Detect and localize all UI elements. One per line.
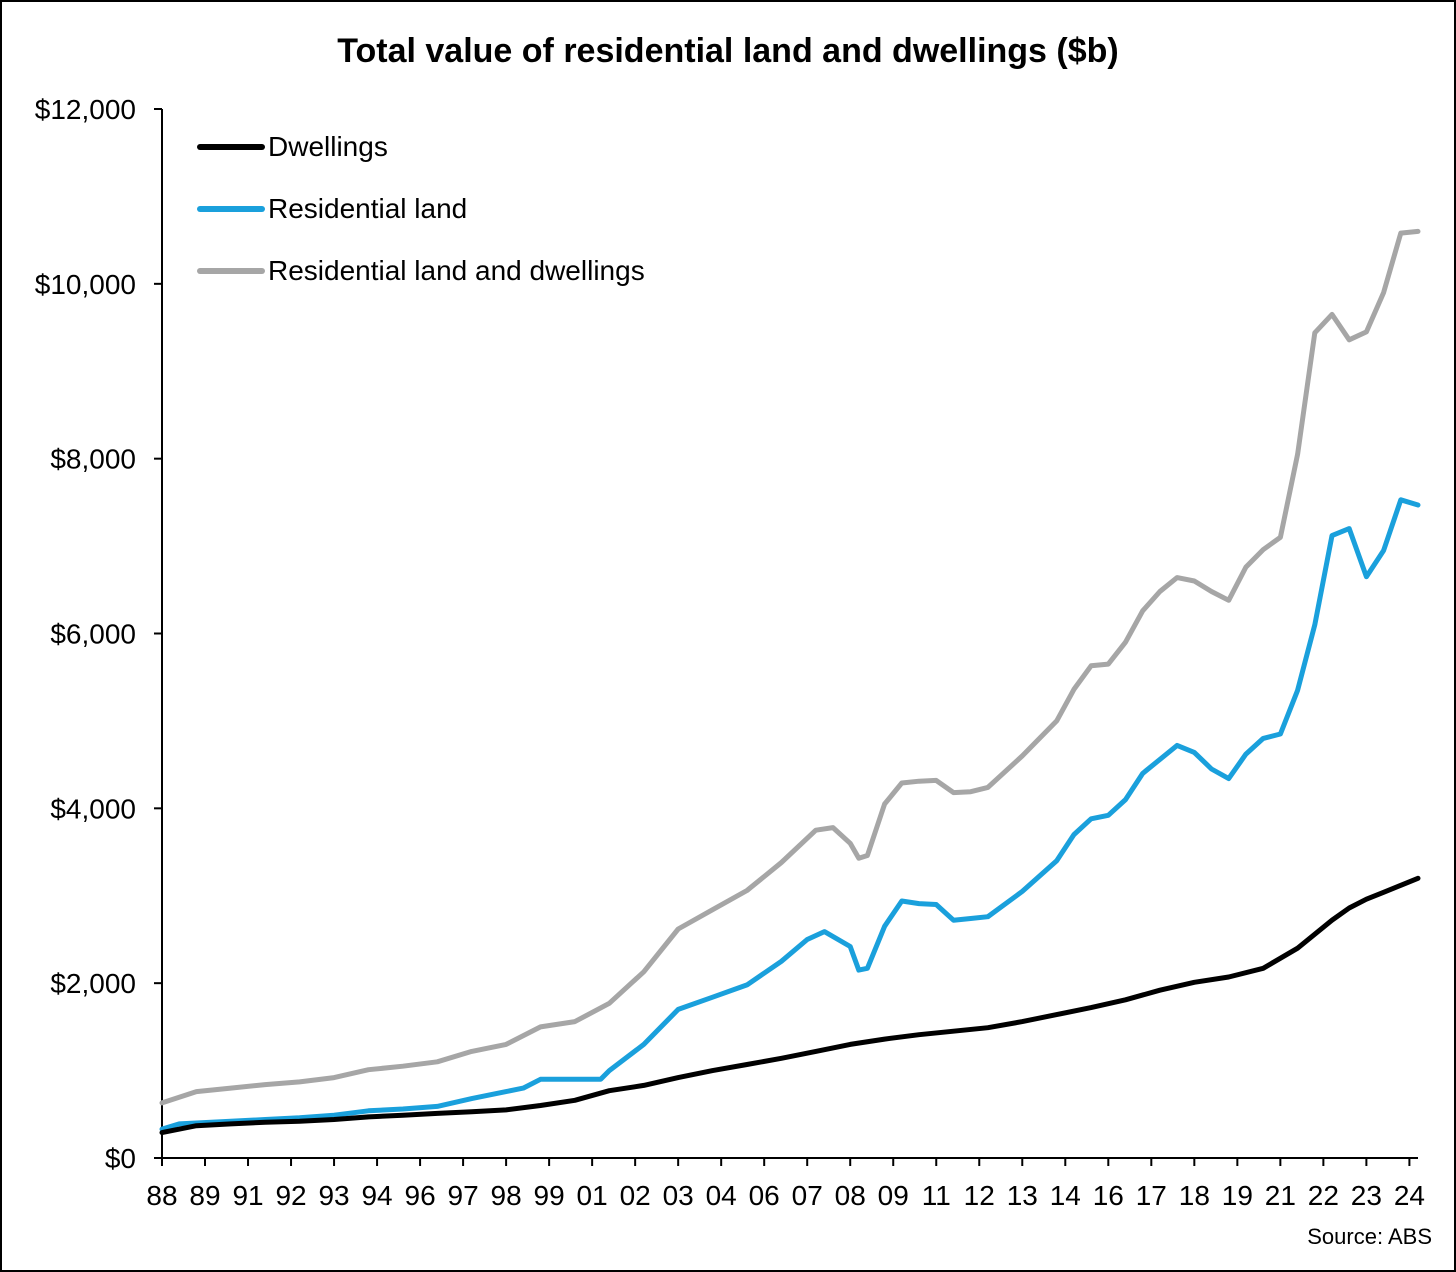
x-tick-label: 02 bbox=[620, 1180, 651, 1211]
x-tick-label: 18 bbox=[1179, 1180, 1210, 1211]
x-tick-label: 89 bbox=[189, 1180, 220, 1211]
x-tick-label: 88 bbox=[146, 1180, 177, 1211]
x-tick-label: 22 bbox=[1308, 1180, 1339, 1211]
x-tick-label: 11 bbox=[922, 1180, 951, 1211]
x-tick-label: 21 bbox=[1265, 1180, 1296, 1211]
series-lines bbox=[159, 228, 1421, 1136]
x-tick-label: 93 bbox=[318, 1180, 349, 1211]
x-tick-label: 97 bbox=[448, 1180, 479, 1211]
x-tick-label: 09 bbox=[878, 1180, 909, 1211]
y-tick-label: $12,000 bbox=[35, 94, 136, 125]
x-tick-label: 92 bbox=[275, 1180, 306, 1211]
y-tick-label: $10,000 bbox=[35, 269, 136, 300]
x-tick-label: 08 bbox=[835, 1180, 866, 1211]
y-tick-label: $0 bbox=[105, 1143, 136, 1174]
x-tick-label: 91 bbox=[232, 1180, 263, 1211]
chart-title: Total value of residential land and dwel… bbox=[337, 32, 1119, 70]
x-tick-label: 94 bbox=[361, 1180, 392, 1211]
source-note: Source: ABS bbox=[1307, 1224, 1432, 1249]
x-tick-label: 96 bbox=[405, 1180, 436, 1211]
x-axis: 88 89 91 92 93 94 96 97 98 99 01 02 03 04 06 07 08 09 11 12… bbox=[146, 1157, 1425, 1211]
x-tick-label: 04 bbox=[706, 1180, 737, 1211]
x-tick-label: 06 bbox=[749, 1180, 780, 1211]
series-line-residential-land bbox=[159, 497, 1421, 1132]
x-tick-label: 01 bbox=[577, 1180, 608, 1211]
y-axis: $0 $2,000 $4,000 $6,000 $8,000 $10,000 $12,000 bbox=[35, 94, 163, 1174]
legend-label-dwellings: Dwellings bbox=[268, 131, 388, 162]
x-tick-label: 19 bbox=[1222, 1180, 1253, 1211]
series-line-dwellings bbox=[159, 875, 1421, 1136]
x-tick-label: 17 bbox=[1136, 1180, 1167, 1211]
x-tick-label: 07 bbox=[792, 1180, 823, 1211]
legend: Dwellings Residential land Residential l… bbox=[197, 131, 645, 286]
x-tick-label: 13 bbox=[1007, 1180, 1038, 1211]
x-tick-label: 14 bbox=[1050, 1180, 1081, 1211]
x-tick-label: 98 bbox=[491, 1180, 522, 1211]
y-tick-label: $2,000 bbox=[50, 968, 136, 999]
y-tick-label: $6,000 bbox=[50, 619, 136, 650]
x-tick-label: 16 bbox=[1093, 1180, 1124, 1211]
x-tick-label: 24 bbox=[1394, 1180, 1425, 1211]
x-tick-label: 99 bbox=[534, 1180, 565, 1211]
y-tick-label: $8,000 bbox=[50, 444, 136, 475]
legend-label-residential-land: Residential land bbox=[268, 193, 467, 224]
legend-label-residential-land-and-dwellings: Residential land and dwellings bbox=[268, 255, 645, 286]
x-tick-label: 12 bbox=[964, 1180, 995, 1211]
x-tick-label: 23 bbox=[1351, 1180, 1382, 1211]
y-tick-label: $4,000 bbox=[50, 793, 136, 824]
series-line-residential-land-and-dwellings bbox=[159, 228, 1421, 1106]
x-tick-label: 03 bbox=[663, 1180, 694, 1211]
